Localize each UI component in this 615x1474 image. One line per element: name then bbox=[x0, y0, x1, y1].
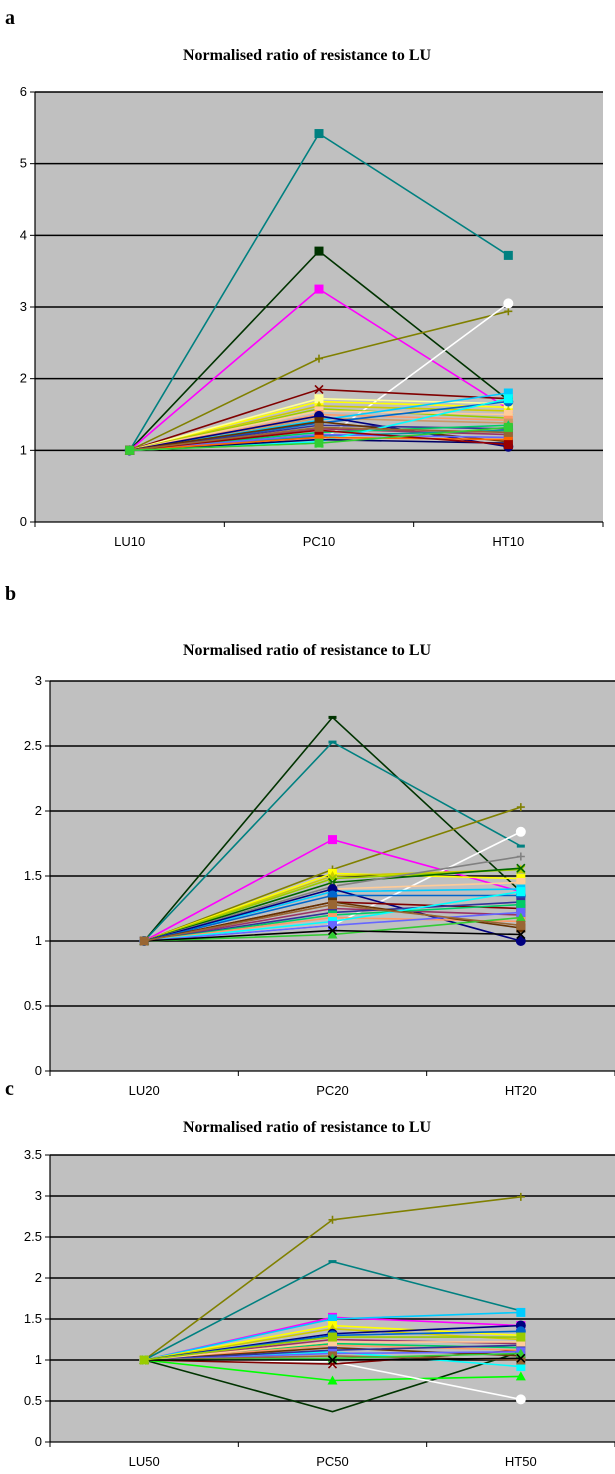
y-tick-label: 1 bbox=[35, 1352, 42, 1367]
y-tick-label: 0 bbox=[35, 1434, 42, 1449]
data-point bbox=[328, 920, 337, 930]
data-point bbox=[503, 440, 513, 450]
y-tick-label: 2 bbox=[35, 803, 42, 818]
chart-a: a Normalised ratio of resistance to LU 0 1 2… bbox=[5, 7, 604, 549]
data-point bbox=[328, 1215, 337, 1224]
data-point bbox=[516, 803, 525, 812]
series-line bbox=[139, 1332, 526, 1365]
chart-title: Normalised ratio of resistance to LU bbox=[183, 642, 432, 659]
y-tick-label: 2 bbox=[35, 1270, 42, 1285]
panel-letter: c bbox=[5, 1078, 14, 1100]
data-point bbox=[327, 926, 338, 936]
y-tick-label: 4 bbox=[20, 227, 27, 242]
x-tick-label: HT50 bbox=[505, 1454, 537, 1469]
data-point bbox=[327, 1375, 338, 1385]
data-point bbox=[327, 929, 338, 939]
y-tick-label: 3.5 bbox=[24, 1147, 42, 1162]
data-point bbox=[515, 826, 526, 837]
data-point bbox=[515, 1371, 526, 1381]
data-point bbox=[328, 740, 337, 744]
data-point bbox=[515, 936, 526, 946]
data-point bbox=[516, 929, 526, 940]
data-point bbox=[516, 844, 525, 848]
x-tick-label: HT10 bbox=[492, 534, 524, 549]
y-tick-label: 0.5 bbox=[24, 1393, 42, 1408]
data-point bbox=[515, 1394, 526, 1405]
data-point bbox=[516, 887, 526, 897]
y-tick-label: 0.5 bbox=[24, 998, 42, 1013]
y-tick-label: 2.5 bbox=[24, 738, 42, 753]
data-point bbox=[125, 445, 135, 455]
data-point bbox=[139, 936, 149, 946]
y-tick-label: 1 bbox=[35, 933, 42, 948]
x-tick-label: PC20 bbox=[316, 1083, 349, 1098]
data-point bbox=[516, 1307, 526, 1317]
chart-title: Normalised ratio of resistance to LU bbox=[183, 47, 432, 64]
y-tick-label: 0 bbox=[20, 514, 27, 529]
y-tick-label: 1 bbox=[20, 442, 27, 457]
data-point bbox=[327, 874, 338, 884]
data-point bbox=[515, 912, 526, 922]
data-point bbox=[516, 864, 526, 875]
plot-area bbox=[50, 1155, 615, 1442]
data-point bbox=[516, 920, 526, 930]
x-tick-label: HT20 bbox=[505, 1083, 537, 1098]
y-tick-label: 1.5 bbox=[24, 868, 42, 883]
data-point bbox=[327, 1355, 338, 1365]
data-point bbox=[314, 246, 324, 256]
y-tick-label: 3 bbox=[20, 299, 27, 314]
data-point bbox=[328, 835, 337, 845]
x-tick-label: LU20 bbox=[129, 1083, 160, 1098]
data-point bbox=[516, 900, 526, 910]
y-tick-label: 3 bbox=[35, 673, 42, 688]
data-point bbox=[314, 384, 324, 394]
y-tick-label: 6 bbox=[20, 84, 27, 99]
x-tick-label: LU50 bbox=[129, 1454, 160, 1469]
data-point bbox=[314, 438, 324, 448]
series-line bbox=[143, 1351, 522, 1413]
y-tick-label: 2 bbox=[20, 371, 27, 386]
data-point bbox=[328, 1332, 337, 1342]
data-point bbox=[314, 129, 324, 139]
x-tick-label: LU10 bbox=[114, 534, 145, 549]
x-tick-label: PC50 bbox=[316, 1454, 349, 1469]
data-point bbox=[516, 863, 526, 873]
x-tick-label: PC10 bbox=[303, 534, 336, 549]
series-path bbox=[143, 1351, 522, 1413]
y-tick-label: 3 bbox=[35, 1188, 42, 1203]
chart-title: Normalised ratio of resistance to LU bbox=[183, 1119, 432, 1136]
data-point bbox=[314, 284, 324, 294]
data-point bbox=[504, 307, 513, 316]
data-point bbox=[503, 422, 513, 432]
data-point bbox=[139, 1355, 149, 1365]
chart-b: b Normalised ratio of resistance to LU 0 0.… bbox=[5, 583, 615, 1098]
chart-c: c Normalised ratio of resistance to LU 0 0.… bbox=[5, 1078, 615, 1469]
series-line bbox=[139, 926, 526, 946]
y-tick-label: 5 bbox=[20, 156, 27, 171]
y-tick-label: 1.5 bbox=[24, 1311, 42, 1326]
data-point bbox=[315, 354, 323, 363]
data-point bbox=[516, 1192, 525, 1201]
data-point bbox=[503, 394, 513, 404]
panel-letter: a bbox=[5, 7, 15, 29]
data-point bbox=[328, 715, 337, 719]
data-point bbox=[314, 422, 324, 432]
series-line bbox=[139, 900, 526, 946]
data-point bbox=[503, 298, 514, 309]
panel-letter: b bbox=[5, 583, 16, 605]
data-point bbox=[328, 1260, 337, 1264]
y-tick-label: 0 bbox=[35, 1063, 42, 1078]
data-point bbox=[516, 852, 525, 861]
data-point bbox=[516, 1332, 526, 1342]
series-line bbox=[125, 422, 513, 455]
data-point bbox=[516, 1353, 526, 1363]
y-tick-label: 2.5 bbox=[24, 1229, 42, 1244]
data-point bbox=[328, 900, 337, 910]
data-point bbox=[503, 250, 513, 260]
